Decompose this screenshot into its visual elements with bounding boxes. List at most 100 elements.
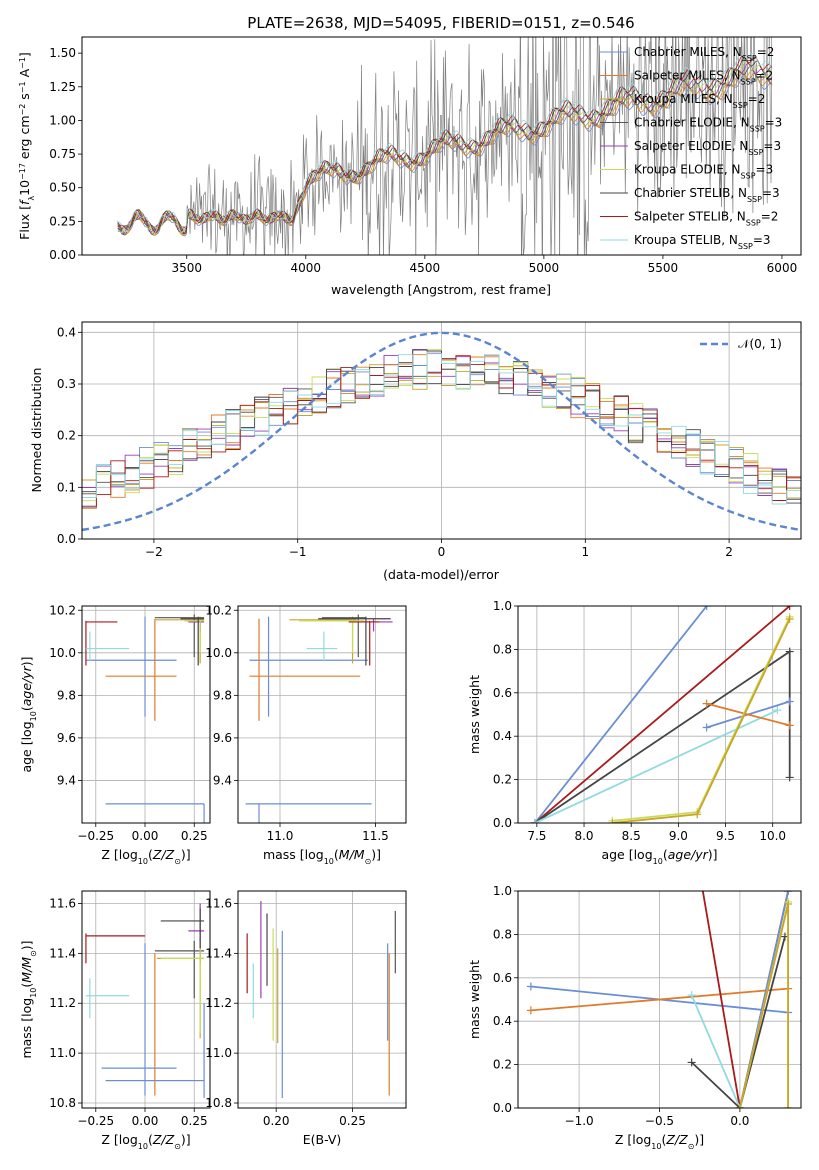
weight-marker bbox=[693, 810, 702, 819]
mass-Z-frame bbox=[81, 890, 211, 1109]
age-Z-frame bbox=[81, 605, 211, 824]
weight-line bbox=[691, 936, 786, 1108]
y-tick-label: 1.0 bbox=[493, 599, 512, 613]
weight-marker bbox=[526, 1006, 535, 1015]
legend-entry: Salpeter ELODIE, NSSP=3 bbox=[634, 139, 781, 157]
mass-EBV-plot-area bbox=[246, 900, 396, 1099]
weight-marker bbox=[735, 1104, 744, 1108]
x-tick-label: 4000 bbox=[291, 261, 322, 275]
legend-entry: Chabrier STELIB, NSSP=3 bbox=[634, 186, 780, 204]
y-tick-label: 0.50 bbox=[49, 181, 76, 195]
y-tick-label: 0.4 bbox=[493, 729, 512, 743]
age-vs-metallicity-panel: −0.25 0.00 0.25 9.4 9.6 9.8 10.0 10.2 Z [log10(Z… bbox=[19, 603, 211, 866]
x-tick-label: 0.00 bbox=[132, 1114, 159, 1128]
x-tick-label: −2 bbox=[145, 545, 163, 559]
mass-vs-metallicity-panel: −0.25 0.00 0.25 10.8 11.0 11.2 11.4 11.6 Z [log1… bbox=[19, 890, 211, 1151]
y-tick-label: 11.4 bbox=[49, 946, 76, 960]
y-tick-label: 11.0 bbox=[49, 1046, 76, 1060]
weight-vs-age-panel: 7.5 8.0 8.5 9.0 9.5 10.0 0.0 0.2 0.4 0.6 0.8 1.0 age… bbox=[467, 599, 802, 866]
weight-line bbox=[534, 709, 778, 823]
y-tick-label: 0.2 bbox=[493, 1058, 512, 1072]
mass-EBV-frame bbox=[237, 890, 407, 1109]
x-tick-label: 11.5 bbox=[362, 829, 389, 843]
x-axis-label: age [log10(age/yr)] bbox=[601, 847, 717, 866]
x-tick-label: 7.5 bbox=[527, 829, 546, 843]
model-spectrum-3 bbox=[117, 65, 773, 236]
weight-marker bbox=[702, 723, 711, 732]
weight-marker bbox=[785, 606, 794, 610]
spectrum-plot-area bbox=[117, 37, 773, 255]
weight-marker bbox=[784, 891, 793, 895]
weight-Z-plot-area bbox=[526, 891, 793, 1108]
y-tick-label: 9.4 bbox=[57, 773, 76, 787]
weight-marker bbox=[785, 697, 794, 706]
spectrum-panel: 3500 4000 4500 5000 5500 6000 0.00 0.25 0.50 0.75… bbox=[17, 36, 802, 297]
y-tick-label: 0.4 bbox=[57, 325, 76, 339]
x-axis-label: wavelength [Angstrom, rest frame] bbox=[331, 282, 551, 297]
weight-marker bbox=[784, 900, 793, 909]
weight-marker bbox=[526, 982, 535, 991]
model-spectrum-7 bbox=[117, 55, 773, 235]
y-tick-label: 11.6 bbox=[49, 896, 76, 910]
x-tick-label: 5500 bbox=[648, 261, 679, 275]
y-tick-label: 0.1 bbox=[57, 480, 76, 494]
y-axis-label: Normed distribution bbox=[29, 368, 44, 493]
y-tick-label: 10.8 bbox=[205, 1096, 232, 1110]
age-mass-plot-area bbox=[245, 614, 393, 823]
y-tick-label: 11.4 bbox=[205, 946, 232, 960]
x-tick-label: 0.20 bbox=[263, 1114, 290, 1128]
x-tick-label: −0.25 bbox=[77, 829, 114, 843]
y-tick-label: 11.2 bbox=[205, 996, 232, 1010]
x-tick-label: 11.0 bbox=[267, 829, 294, 843]
legend-entry: Kroupa MILES, NSSP=2 bbox=[634, 92, 765, 110]
legend-entry: Salpeter STELIB, NSSP=2 bbox=[634, 210, 778, 228]
weight-marker bbox=[530, 819, 539, 823]
residuals-panel: −2 −1 0 1 2 0.0 0.1 0.2 0.3 0.4 (data-model)/error… bbox=[29, 321, 802, 582]
x-tick-label: 5000 bbox=[529, 261, 560, 275]
y-tick-label: 9.8 bbox=[57, 688, 76, 702]
x-tick-label: −0.5 bbox=[645, 1114, 674, 1128]
x-tick-label: 10.0 bbox=[759, 829, 786, 843]
x-tick-label: 9.5 bbox=[716, 829, 735, 843]
weight-marker bbox=[687, 1058, 696, 1067]
y-axis-label: mass [log10(M/M⊙)] bbox=[19, 940, 38, 1058]
legend-entry: 𝒩(0, 1) bbox=[738, 337, 782, 351]
x-axis-label: Z [log10(Z/Z⊙)] bbox=[101, 847, 190, 866]
y-tick-label: 0.8 bbox=[493, 642, 512, 656]
y-tick-label: 1.00 bbox=[49, 113, 76, 127]
mass-Z-plot-area bbox=[85, 903, 205, 1099]
x-tick-label: 0.00 bbox=[132, 829, 159, 843]
x-tick-label: −0.25 bbox=[77, 1114, 114, 1128]
weight-vs-metallicity-panel: −1.0 −0.5 0.0 0.0 0.2 0.4 0.6 0.8 1.0 Z [log10(Z/… bbox=[467, 884, 802, 1151]
y-tick-label: 10.2 bbox=[205, 603, 232, 617]
residual-histogram-7 bbox=[82, 354, 801, 507]
weight-line bbox=[534, 606, 791, 823]
weight-line bbox=[706, 702, 790, 727]
y-tick-label: 1.0 bbox=[493, 884, 512, 898]
y-tick-label: 10.8 bbox=[49, 1096, 76, 1110]
y-tick-label: 0.0 bbox=[57, 532, 76, 546]
x-tick-label: 4500 bbox=[410, 261, 441, 275]
mass-vs-extinction-panel: 0.20 0.25 10.8 11.0 11.2 11.4 11.6 E(B-V) bbox=[205, 890, 407, 1147]
weight-marker bbox=[702, 606, 711, 610]
x-axis-label: Z [log10(Z/Z⊙)] bbox=[615, 1132, 704, 1151]
observed-spectrum bbox=[117, 37, 773, 255]
x-tick-label: 8.5 bbox=[622, 829, 641, 843]
figure-title: PLATE=2638, MJD=54095, FIBERID=0151, z=0… bbox=[247, 14, 634, 32]
weight-age-frame bbox=[517, 605, 802, 824]
y-tick-label: 1.25 bbox=[49, 80, 76, 94]
weight-line bbox=[534, 649, 791, 823]
y-tick-label: 11.6 bbox=[205, 896, 232, 910]
y-tick-label: 0.4 bbox=[493, 1014, 512, 1028]
y-tick-label: 0.2 bbox=[57, 429, 76, 443]
y-tick-label: 10.0 bbox=[49, 646, 76, 660]
x-tick-label: 0 bbox=[438, 545, 446, 559]
x-axis-label: Z [log10(Z/Z⊙)] bbox=[101, 1132, 190, 1151]
y-tick-label: 9.6 bbox=[213, 731, 232, 745]
y-tick-label: 9.8 bbox=[213, 688, 232, 702]
y-tick-label: 10.0 bbox=[205, 646, 232, 660]
y-tick-label: 9.6 bbox=[57, 731, 76, 745]
x-tick-label: 1 bbox=[581, 545, 589, 559]
x-axis-label: (data-model)/error bbox=[383, 567, 500, 582]
y-tick-label: 10.2 bbox=[49, 603, 76, 617]
